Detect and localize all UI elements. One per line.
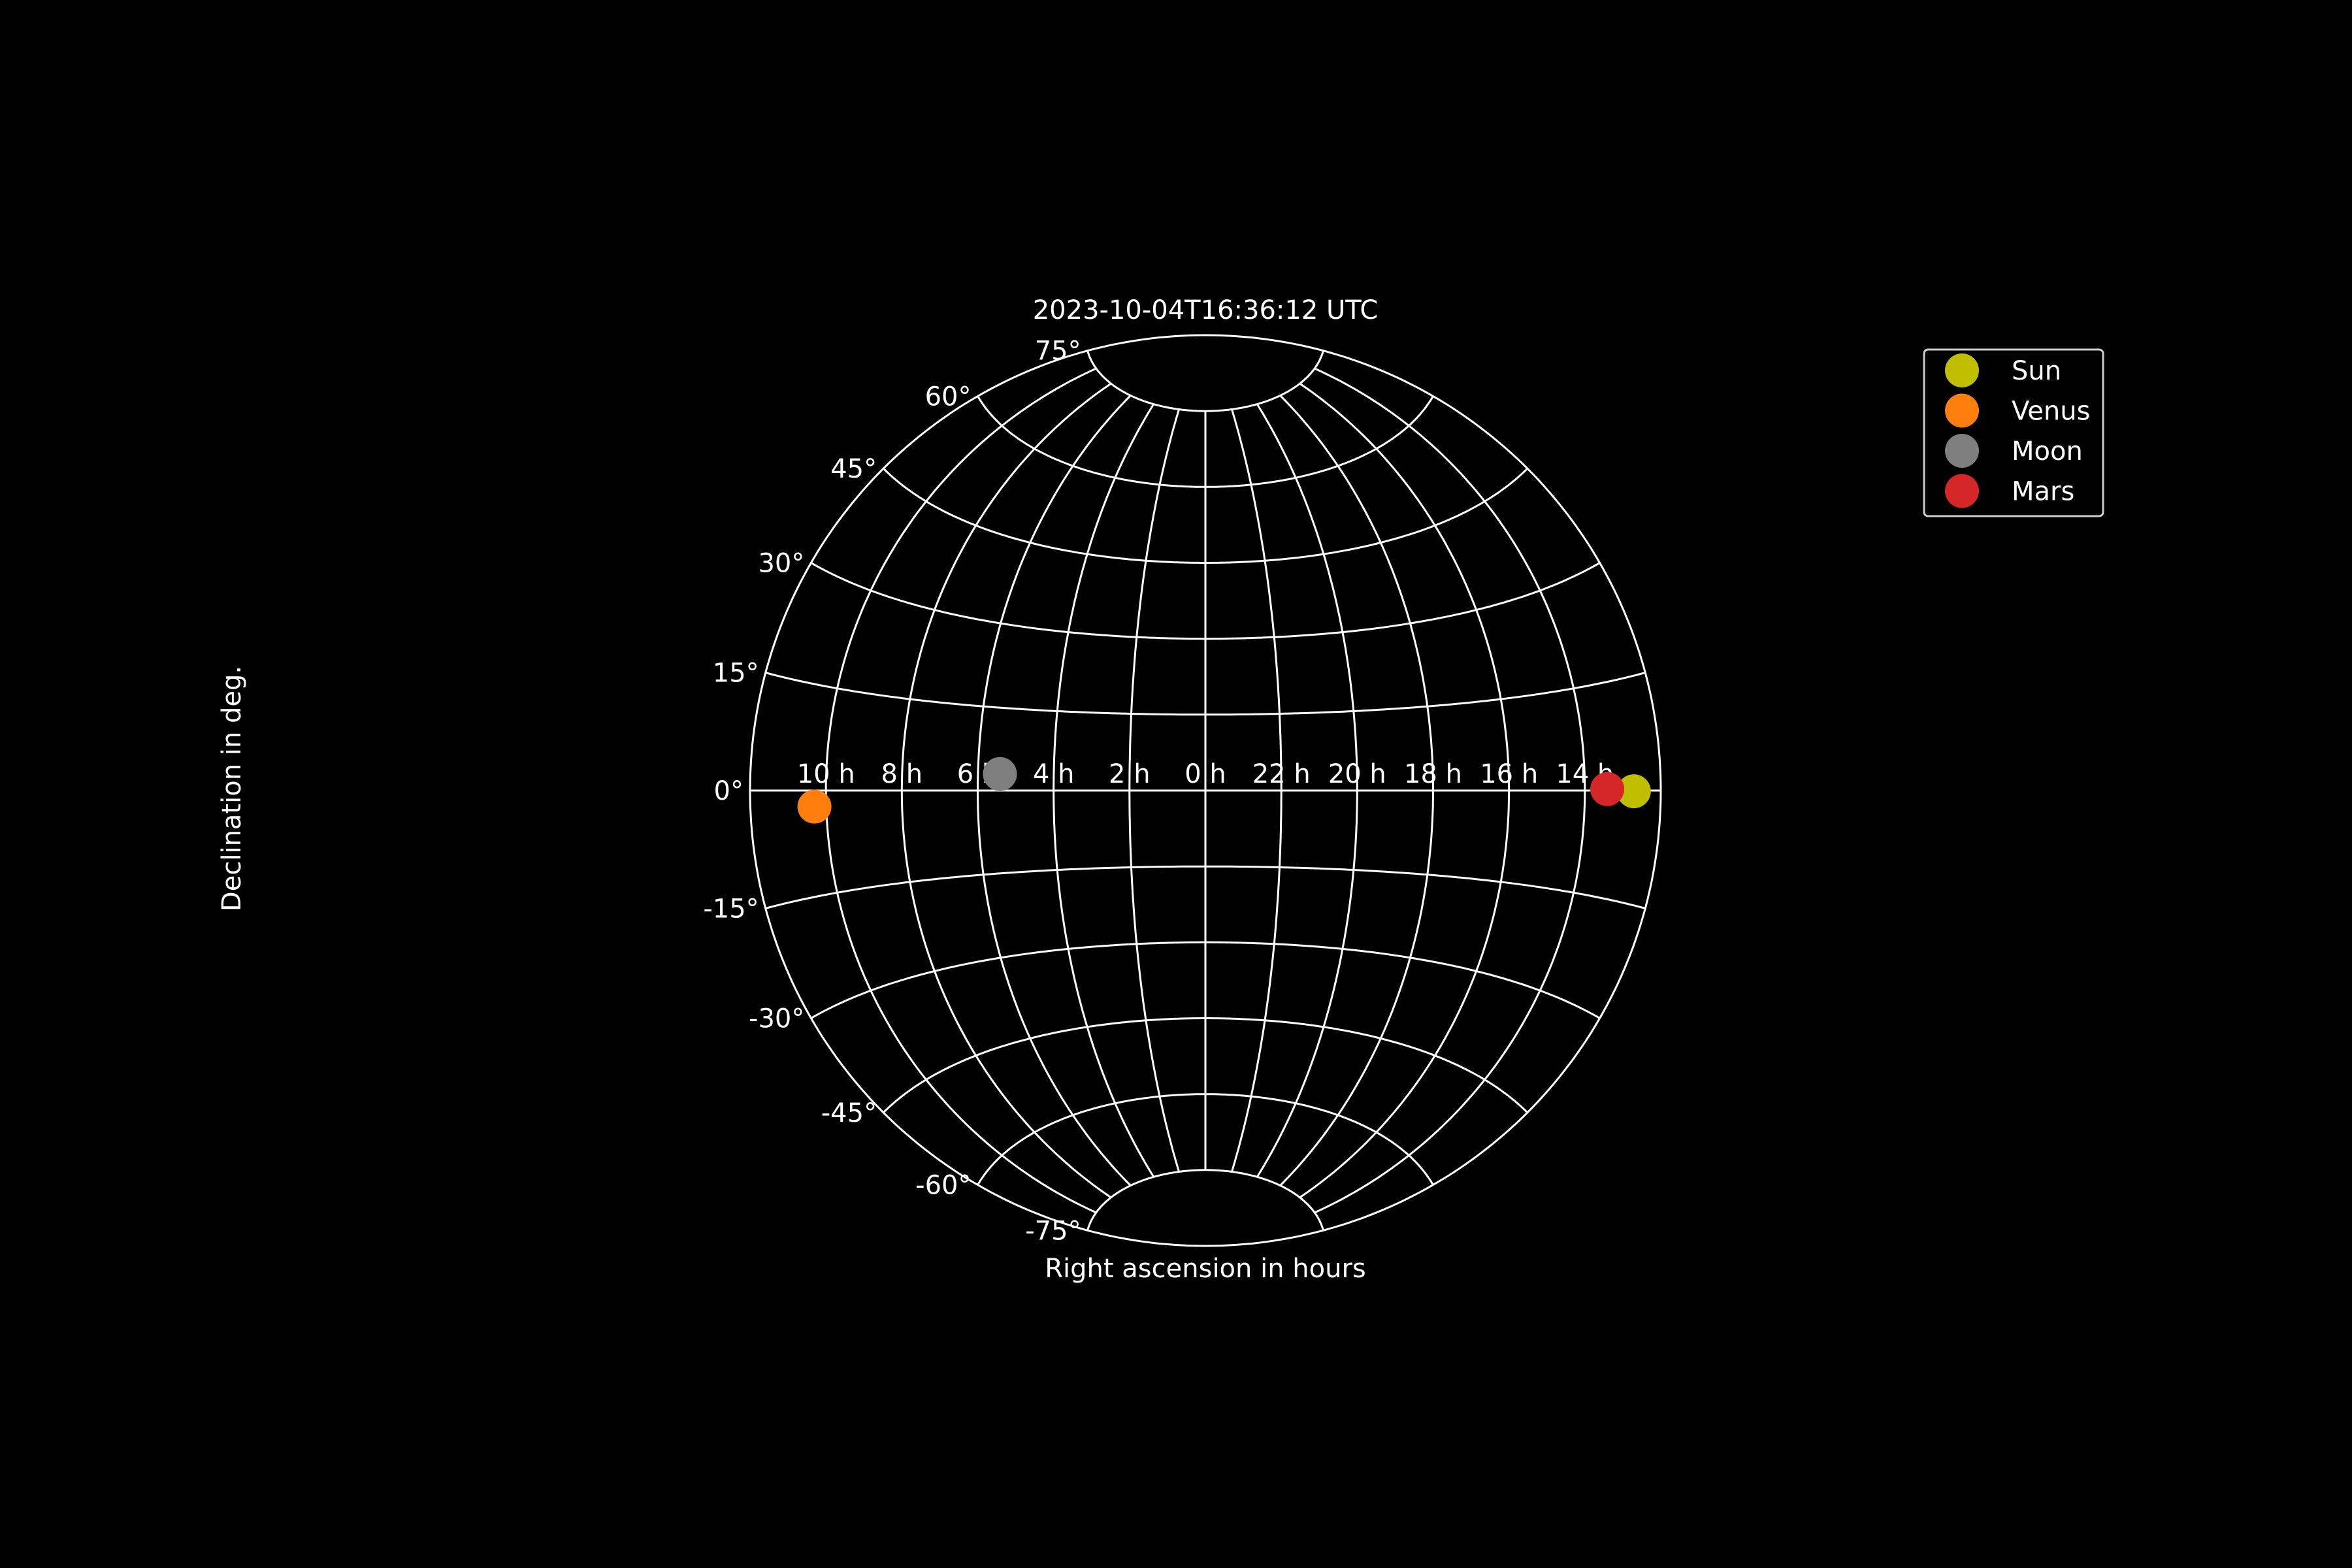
data-points: [797, 757, 1651, 824]
right-ascension-gridline: [977, 395, 1132, 1186]
x-tick-label: 10 h: [797, 759, 855, 789]
y-tick-label: -60°: [915, 1171, 971, 1201]
x-tick-label: 20 h: [1328, 759, 1386, 789]
x-tick-label: 8 h: [881, 759, 923, 789]
right-ascension-gridline: [900, 382, 1112, 1199]
right-ascension-gridline: [1256, 403, 1358, 1178]
y-tick-label: -75°: [1025, 1216, 1081, 1246]
legend-marker-moon: [1945, 434, 1979, 468]
right-ascension-gridline: [1053, 403, 1155, 1178]
legend: Sun Venus Moon Mars: [1923, 348, 2104, 517]
y-tick-label: 15°: [713, 659, 759, 689]
legend-marker-mars: [1945, 474, 1979, 508]
y-axis-label: Declination in deg.: [217, 666, 247, 911]
point-mars: [1590, 772, 1625, 806]
declination-tick-labels: 75° 60° 45° 30° 15° 0° -15° -30° -45° -60° -75°: [703, 336, 1081, 1247]
right-ascension-gridline: [1314, 367, 1586, 1214]
point-moon: [983, 757, 1017, 791]
right-ascension-gridline: [1299, 382, 1511, 1199]
y-tick-label: 30°: [758, 549, 804, 579]
y-tick-label: -15°: [703, 894, 759, 924]
legend-frame: [1923, 348, 2104, 517]
x-tick-label: 2 h: [1109, 759, 1151, 789]
legend-label-sun: Sun: [2012, 356, 2061, 386]
right-ascension-gridline: [1128, 409, 1180, 1172]
x-tick-label: 4 h: [1033, 759, 1075, 789]
x-axis-label: Right ascension in hours: [1045, 1254, 1365, 1284]
legend-label-mars: Mars: [2012, 477, 2074, 507]
x-tick-label: 0 h: [1184, 759, 1226, 789]
point-venus: [797, 789, 832, 824]
y-tick-label: -45°: [821, 1098, 877, 1128]
point-sun: [1616, 774, 1651, 809]
legend-label-venus: Venus: [2012, 397, 2090, 427]
chart-title: 2023-10-04T16:36:12 UTC: [1033, 295, 1379, 325]
legend-marker-sun: [1945, 353, 1979, 387]
y-tick-label: 75°: [1035, 336, 1081, 367]
right-ascension-gridline: [1231, 409, 1282, 1172]
legend-label-moon: Moon: [2012, 436, 2083, 466]
y-tick-label: -30°: [749, 1004, 804, 1034]
right-ascension-gridline: [825, 367, 1097, 1214]
x-tick-label: 22 h: [1252, 759, 1311, 789]
right-ascension-gridline: [1279, 395, 1434, 1186]
y-tick-label: 0°: [714, 776, 743, 806]
grid: [749, 334, 1662, 1247]
x-tick-label: 18 h: [1404, 759, 1462, 789]
y-tick-label: 60°: [925, 382, 972, 412]
y-tick-label: 45°: [830, 454, 877, 484]
legend-marker-venus: [1945, 393, 1979, 428]
x-tick-label: 16 h: [1480, 759, 1538, 789]
